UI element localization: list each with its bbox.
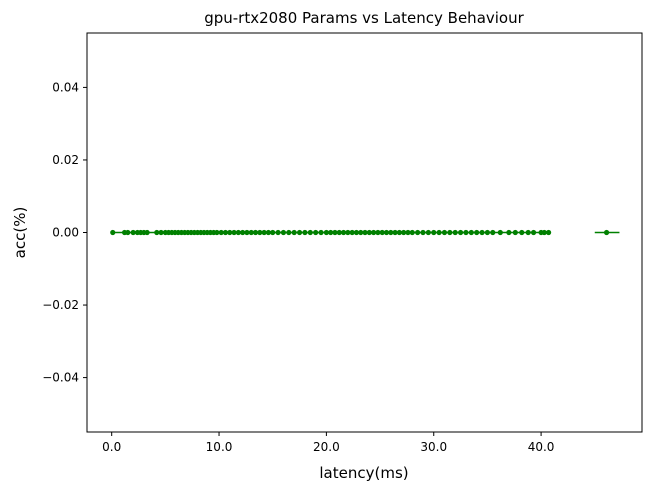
data-point xyxy=(371,229,377,236)
data-point xyxy=(336,229,342,236)
data-point xyxy=(144,229,150,236)
data-point xyxy=(265,229,272,236)
y-tick-label: −0.04 xyxy=(42,371,79,385)
data-point xyxy=(358,229,364,236)
x-axis-label: latency(ms) xyxy=(319,464,408,482)
y-tick-label: 0.00 xyxy=(52,226,79,240)
data-point xyxy=(436,229,442,236)
data-point xyxy=(280,229,287,236)
data-point xyxy=(270,229,276,236)
data-point xyxy=(248,229,254,236)
data-point xyxy=(388,229,394,236)
data-point xyxy=(383,229,390,236)
data-point xyxy=(345,229,351,236)
data-point xyxy=(541,229,547,236)
data-point xyxy=(546,229,552,236)
data-point xyxy=(396,229,402,236)
data-point xyxy=(603,229,610,236)
x-axis: 0.0 10.0 20.0 30.0 40.0 xyxy=(102,432,554,454)
x-tick-label: 0.0 xyxy=(102,440,121,454)
data-point xyxy=(490,229,496,236)
data-point xyxy=(401,229,407,236)
x-tick-label: 40.0 xyxy=(528,440,555,454)
data-point xyxy=(328,229,334,236)
data-point xyxy=(275,229,281,236)
data-point xyxy=(409,229,415,236)
data-point xyxy=(296,229,303,236)
data-point xyxy=(405,229,411,236)
data-point xyxy=(415,229,421,236)
data-point xyxy=(479,229,485,236)
x-tick-label: 10.0 xyxy=(206,440,233,454)
y-tick-label: −0.02 xyxy=(42,298,79,312)
data-point xyxy=(512,229,518,236)
data-point xyxy=(227,229,233,236)
data-point xyxy=(463,229,469,236)
data-point xyxy=(313,229,319,236)
data-point xyxy=(353,229,360,236)
data-point xyxy=(332,229,338,236)
y-axis: 0.04 0.02 0.00 −0.02 −0.04 xyxy=(42,80,87,385)
data-point xyxy=(244,229,250,236)
data-point xyxy=(474,229,480,236)
data-point xyxy=(425,229,431,236)
data-point xyxy=(506,229,512,236)
data-point xyxy=(497,229,503,236)
chart-title: gpu-rtx2080 Params vs Latency Behaviour xyxy=(204,9,524,27)
data-point xyxy=(307,229,313,236)
data-point xyxy=(252,229,259,236)
data-point xyxy=(362,229,368,236)
data-point xyxy=(240,229,246,236)
data-point xyxy=(154,229,160,236)
data-point xyxy=(340,229,347,236)
data-point xyxy=(420,229,426,236)
data-point xyxy=(525,229,531,236)
data-point xyxy=(468,229,474,236)
data-point xyxy=(318,229,324,236)
x-tick-label: 20.0 xyxy=(313,440,340,454)
data-point xyxy=(431,229,437,236)
y-tick-label: 0.02 xyxy=(52,153,79,167)
data-point xyxy=(261,229,267,236)
data-point xyxy=(257,229,263,236)
data-point xyxy=(302,229,308,236)
data-point xyxy=(530,229,537,236)
data-point xyxy=(323,229,329,236)
data-point xyxy=(447,229,453,236)
data-point xyxy=(231,229,237,236)
y-tick-label: 0.04 xyxy=(52,80,79,94)
data-point xyxy=(286,229,292,236)
data-point xyxy=(375,229,381,236)
data-point xyxy=(519,229,525,236)
scatter-points xyxy=(110,229,610,236)
data-point xyxy=(110,229,116,236)
data-point xyxy=(218,229,224,236)
data-point xyxy=(130,229,136,236)
data-point xyxy=(441,229,448,236)
data-point xyxy=(452,229,458,236)
data-point xyxy=(158,229,164,236)
x-tick-label: 30.0 xyxy=(420,440,447,454)
data-point xyxy=(214,229,220,236)
data-point xyxy=(484,229,491,236)
data-point xyxy=(235,229,241,236)
data-point xyxy=(222,229,229,236)
y-axis-label: acc(%) xyxy=(11,207,29,259)
data-point xyxy=(125,229,131,236)
data-point xyxy=(379,229,385,236)
data-point xyxy=(392,229,398,236)
data-point xyxy=(366,229,372,236)
data-point xyxy=(291,229,297,236)
data-point xyxy=(349,229,355,236)
data-point xyxy=(457,229,464,236)
